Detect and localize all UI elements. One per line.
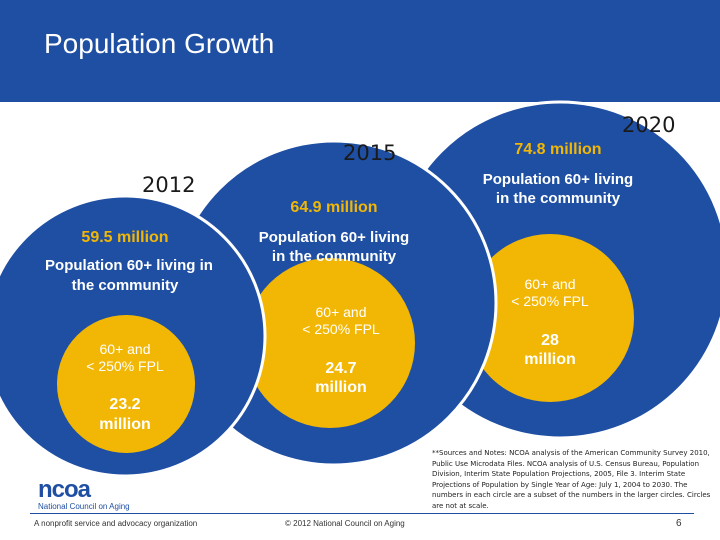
footer-copyright: © 2012 National Council on Aging <box>285 519 405 528</box>
inner-value-2020-line2: million <box>524 351 576 368</box>
desc-2015-line1: Population 60+ living <box>259 229 409 246</box>
total-2015: 64.9 million <box>290 199 377 216</box>
total-2012: 59.5 million <box>81 229 168 246</box>
year-label-2015: 2015 <box>343 141 396 165</box>
desc-2015-line2: in the community <box>272 248 397 265</box>
footer-divider <box>30 513 694 514</box>
logo-subtitle: National Council on Aging <box>38 502 130 511</box>
inner-value-2015-line1: 24.7 <box>325 360 356 377</box>
desc-2020-line1: Population 60+ living <box>483 171 633 188</box>
page-title: Population Growth <box>44 28 275 59</box>
inner-label-2020-line1: 60+ and <box>525 276 576 292</box>
inner-label-2015-line2: < 250% FPL <box>302 321 380 337</box>
year-label-2012: 2012 <box>142 173 195 197</box>
inner-label-2020-line2: < 250% FPL <box>511 293 589 309</box>
inner-label-2015-line1: 60+ and <box>316 304 367 320</box>
year-label-2020: 2020 <box>622 113 675 137</box>
ncoa-logo: ncoa National Council on Aging <box>38 478 130 512</box>
inner-value-2020-line1: 28 <box>541 332 559 349</box>
circle-2012-inner <box>57 315 195 453</box>
circle-2015-inner <box>245 258 415 428</box>
desc-2012-line2: the community <box>72 277 179 294</box>
inner-value-2015-line2: million <box>315 379 367 396</box>
desc-2012-line1: Population 60+ living in <box>45 257 213 274</box>
footer-tagline: A nonprofit service and advocacy organiz… <box>34 519 198 528</box>
header-banner: Population Growth <box>0 0 720 102</box>
page-number: 6 <box>676 518 682 529</box>
sources-notes: **Sources and Notes: NCOA analysis of th… <box>432 449 711 510</box>
inner-value-2012-line1: 23.2 <box>109 396 140 413</box>
logo-mark: ncoa <box>38 476 91 503</box>
inner-label-2012-line2: < 250% FPL <box>86 358 164 374</box>
inner-label-2012-line1: 60+ and <box>100 341 151 357</box>
total-2020: 74.8 million <box>514 141 601 158</box>
desc-2020-line2: in the community <box>496 190 621 207</box>
circle-2020-inner <box>466 234 634 402</box>
inner-value-2012-line2: million <box>99 416 151 433</box>
